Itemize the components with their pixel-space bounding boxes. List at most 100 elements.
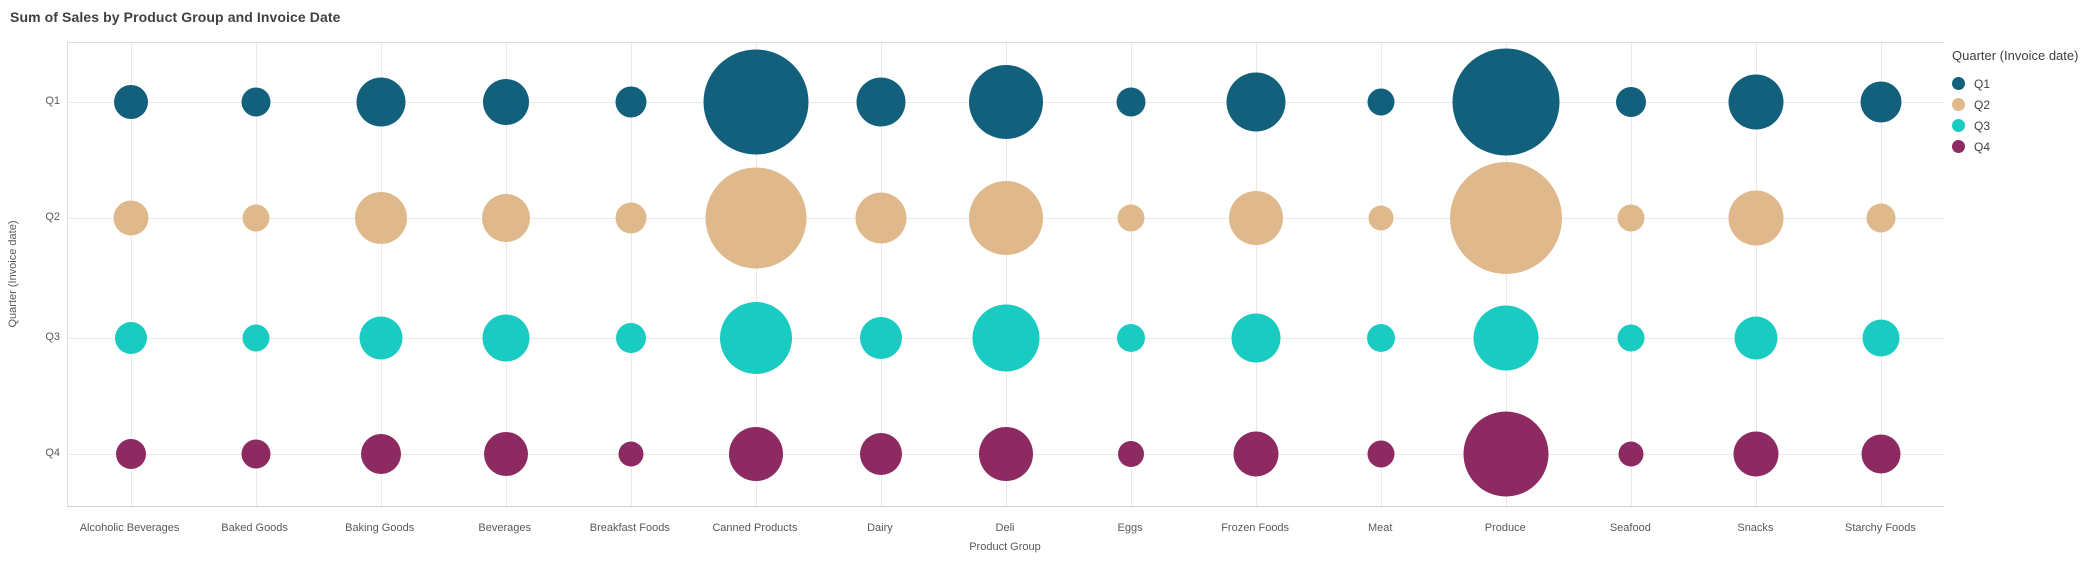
bubble-breakfast-foods-q1[interactable] (615, 86, 647, 118)
bubble-beverages-q1[interactable] (482, 78, 529, 125)
bubble-baking-goods-q3[interactable] (359, 316, 403, 360)
legend-label-q2: Q2 (1974, 97, 1991, 112)
bubble-eggs-q1[interactable] (1116, 87, 1146, 117)
legend-item-q4[interactable]: Q4 (1952, 136, 2078, 157)
x-axis-label-canned-products[interactable]: Canned Products (712, 522, 798, 534)
x-axis-label-frozen-foods[interactable]: Frozen Foods (1221, 522, 1290, 534)
bubble-dairy-q3[interactable] (859, 316, 902, 359)
chart-title: Sum of Sales by Product Group and Invoic… (10, 9, 341, 25)
x-axis-label-starchy-foods[interactable]: Starchy Foods (1844, 522, 1916, 534)
x-axis-label-baked-goods[interactable]: Baked Goods (221, 522, 288, 534)
bubble-frozen-foods-q3[interactable] (1231, 313, 1281, 363)
bubble-breakfast-foods-q4[interactable] (618, 441, 644, 467)
y-axis-label-q1[interactable]: Q1 (45, 94, 60, 107)
bubble-deli-q4[interactable] (979, 427, 1033, 482)
bubble-baking-goods-q4[interactable] (360, 434, 401, 475)
legend-item-q2[interactable]: Q2 (1952, 94, 2078, 115)
y-axis-label-q3[interactable]: Q3 (45, 330, 60, 343)
bubble-breakfast-foods-q3[interactable] (615, 322, 646, 353)
legend-item-q1[interactable]: Q1 (1952, 73, 2078, 94)
bubble-produce-q3[interactable] (1473, 305, 1539, 371)
bubble-meat-q1[interactable] (1367, 88, 1395, 116)
bubble-baked-goods-q1[interactable] (241, 87, 271, 117)
bubble-frozen-foods-q4[interactable] (1233, 431, 1279, 477)
bubble-frozen-foods-q2[interactable] (1229, 191, 1284, 245)
bubble-deli-q2[interactable] (969, 181, 1043, 255)
bubble-alcoholic-beverages-q4[interactable] (115, 439, 146, 470)
bubble-seafood-q4[interactable] (1618, 441, 1644, 467)
bubble-baking-goods-q1[interactable] (356, 77, 406, 127)
bubble-beverages-q2[interactable] (481, 194, 530, 242)
x-gridline (505, 43, 507, 506)
x-gridline (130, 43, 132, 506)
bubble-canned-products-q2[interactable] (705, 167, 807, 269)
bubble-produce-q4[interactable] (1463, 411, 1549, 497)
bubble-eggs-q2[interactable] (1117, 204, 1145, 232)
x-axis-label-alcoholic-beverages[interactable]: Alcoholic Beverages (79, 522, 180, 534)
bubble-beverages-q4[interactable] (483, 432, 528, 477)
bubble-alcoholic-beverages-q3[interactable] (114, 321, 147, 354)
x-axis-label-seafood[interactable]: Seafood (1609, 522, 1651, 534)
bubble-snacks-q4[interactable] (1733, 431, 1779, 477)
legend-item-q3[interactable]: Q3 (1952, 115, 2078, 136)
x-axis-label-breakfast-foods[interactable]: Breakfast Foods (589, 522, 670, 534)
x-axis-label-eggs[interactable]: Eggs (1117, 522, 1143, 534)
bubble-seafood-q2[interactable] (1617, 204, 1645, 232)
bubble-canned-products-q3[interactable] (719, 301, 792, 374)
bubble-meat-q2[interactable] (1368, 205, 1394, 231)
bubble-alcoholic-beverages-q2[interactable] (113, 200, 149, 236)
bubble-produce-q2[interactable] (1450, 162, 1563, 274)
bubble-canned-products-q4[interactable] (728, 427, 783, 482)
bubble-produce-q1[interactable] (1452, 48, 1560, 156)
x-axis-label-meat[interactable]: Meat (1367, 522, 1393, 534)
y-axis-title: Quarter (Invoice date) (7, 220, 19, 328)
bubble-deli-q1[interactable] (969, 64, 1043, 139)
bubble-starchy-foods-q3[interactable] (1862, 319, 1900, 357)
bubble-meat-q4[interactable] (1367, 440, 1395, 468)
bubble-meat-q3[interactable] (1367, 323, 1396, 352)
bubble-snacks-q1[interactable] (1728, 74, 1784, 130)
bubble-starchy-foods-q1[interactable] (1860, 81, 1902, 123)
bubble-canned-products-q1[interactable] (703, 49, 809, 155)
y-axis-label-q4[interactable]: Q4 (45, 447, 60, 460)
legend-dot-q4 (1952, 140, 1965, 153)
legend: Quarter (Invoice date) Q1 Q2 Q3 Q4 (1952, 48, 2078, 157)
legend-dot-q3 (1952, 119, 1965, 132)
x-axis-label-snacks[interactable]: Snacks (1737, 522, 1774, 534)
bubble-seafood-q3[interactable] (1617, 324, 1645, 352)
bubble-deli-q3[interactable] (972, 304, 1040, 372)
bubble-dairy-q2[interactable] (855, 192, 907, 244)
legend-title: Quarter (Invoice date) (1952, 48, 2079, 63)
bubble-alcoholic-beverages-q1[interactable] (113, 84, 148, 119)
bubble-beverages-q3[interactable] (482, 314, 530, 362)
bubble-baking-goods-q2[interactable] (354, 192, 407, 244)
bubble-eggs-q3[interactable] (1117, 323, 1146, 352)
x-axis-title: Product Group (969, 541, 1041, 553)
x-axis-label-beverages[interactable]: Beverages (478, 522, 532, 534)
x-axis-label-dairy[interactable]: Dairy (867, 522, 893, 534)
x-axis-label-deli[interactable]: Deli (995, 522, 1015, 534)
bubble-seafood-q1[interactable] (1616, 86, 1647, 117)
bubble-starchy-foods-q4[interactable] (1861, 434, 1901, 474)
bubble-baked-goods-q2[interactable] (242, 204, 270, 232)
x-gridline (1256, 43, 1258, 506)
bubble-baked-goods-q4[interactable] (241, 439, 271, 469)
x-gridline (380, 43, 382, 506)
x-axis-label-baking-goods[interactable]: Baking Goods (345, 522, 415, 534)
bubble-dairy-q1[interactable] (856, 77, 906, 127)
legend-dot-q2 (1952, 98, 1965, 111)
x-gridline (1381, 43, 1383, 506)
bubble-starchy-foods-q2[interactable] (1866, 203, 1896, 233)
x-gridline (1756, 43, 1758, 506)
bubble-frozen-foods-q1[interactable] (1226, 72, 1286, 132)
bubble-snacks-q2[interactable] (1728, 190, 1784, 246)
y-axis-label-q2[interactable]: Q2 (45, 211, 60, 223)
x-axis-label-produce[interactable]: Produce (1484, 522, 1526, 534)
x-gridline (1631, 43, 1633, 506)
bubble-eggs-q4[interactable] (1118, 441, 1145, 468)
bubble-snacks-q3[interactable] (1734, 316, 1778, 360)
bubble-dairy-q4[interactable] (859, 433, 902, 476)
bubble-baked-goods-q3[interactable] (242, 324, 270, 352)
bubble-breakfast-foods-q2[interactable] (615, 202, 647, 234)
